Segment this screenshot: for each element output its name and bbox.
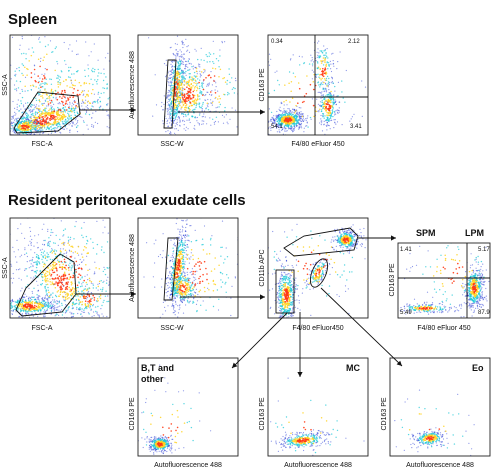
y-axis-label: Autofluorescence 488: [129, 234, 136, 302]
population-label-eo: Eo: [472, 363, 484, 373]
x-axis-label: F4/80 eFluor 450: [291, 141, 344, 148]
x-axis-label: F4/80 eFluor450: [292, 325, 343, 332]
density-points: [148, 35, 238, 135]
panel-pec-fsc-ssc: SSC-A FSC-A: [2, 217, 111, 332]
density-points: [10, 35, 110, 135]
section-title-spleen: Spleen: [8, 11, 57, 28]
population-label-mc: MC: [346, 363, 360, 373]
y-axis-label: SSC-A: [2, 257, 9, 279]
panel-pec-sscw-af488: Autofluorescence 488 SSC-W: [129, 217, 239, 332]
panel-eo: Eo CD163 PE Autofluorescence 488: [381, 357, 491, 469]
quadrant-ll-value: 5.49: [400, 310, 412, 316]
x-axis-label: Autofluorescence 488: [284, 462, 352, 469]
section-title-peritoneal: Resident peritoneal exudate cells: [8, 192, 246, 209]
density-points: [10, 218, 110, 318]
quadrant-ur-value: 5.17: [478, 247, 490, 253]
x-axis-label: FSC-A: [32, 325, 53, 332]
plot-frame: [137, 357, 239, 457]
quadrant-ul-value: 1.41: [400, 247, 412, 253]
density-points: [268, 40, 367, 135]
x-axis-label: SSC-W: [160, 325, 184, 332]
y-axis-label: CD163 PE: [259, 397, 266, 430]
quadrant-ll-value: 54.1: [271, 124, 283, 130]
population-label-spm: SPM: [416, 228, 436, 238]
x-axis-label: F4/80 eFluor 450: [417, 325, 470, 332]
x-axis-label: FSC-A: [32, 141, 53, 148]
density-points: [394, 389, 475, 456]
quadrant-ul-value: 0.34: [271, 39, 283, 45]
population-label: B,T and other: [141, 363, 174, 384]
x-axis-label: SSC-W: [160, 141, 184, 148]
panel-spleen-sscw-af488: Autofluorescence 488 SSC-W: [129, 34, 239, 148]
x-axis-label: Autofluorescence 488: [406, 462, 474, 469]
panel-pec-f480-cd11b: CD11b APC F4/80 eFluor450: [259, 217, 369, 332]
density-points: [270, 377, 365, 456]
quadrant-lr-value: 87.9: [478, 310, 490, 316]
panel-spleen-fsc-ssc: SSC-A FSC-A: [2, 34, 111, 148]
x-axis-label: Autofluorescence 488: [154, 462, 222, 469]
panel-mc: MC CD163 PE Autofluorescence 488: [259, 357, 369, 469]
plot-frame: [389, 357, 491, 457]
quadrant-lr-value: 3.41: [350, 124, 362, 130]
density-points: [138, 364, 212, 455]
density-points: [268, 223, 367, 318]
panel-spleen-f480-cd163: CD163 PE F4/80 eFluor 450 0.34 2.12 54.1…: [259, 34, 369, 148]
y-axis-label: CD11b APC: [259, 249, 266, 286]
panel-btother: B,T and other CD163 PE Autofluorescence 4…: [129, 357, 239, 469]
quadrant-ur-value: 2.12: [348, 39, 360, 45]
panel-pec-f480-cd163: CD163 PE F4/80 eFluor 450 SPM LPM 1.41 5…: [389, 228, 491, 332]
density-points: [143, 218, 238, 318]
population-label-lpm: LPM: [465, 228, 484, 238]
y-axis-label: Autofluorescence 488: [129, 51, 136, 119]
gates-and-arrows: [13, 35, 490, 377]
density-points: [398, 243, 490, 318]
y-axis-label: SSC-A: [2, 74, 9, 96]
y-axis-label: CD163 PE: [129, 397, 136, 430]
y-axis-label: CD163 PE: [381, 397, 388, 430]
y-axis-label: CD163 PE: [389, 263, 396, 296]
y-axis-label: CD163 PE: [259, 68, 266, 101]
